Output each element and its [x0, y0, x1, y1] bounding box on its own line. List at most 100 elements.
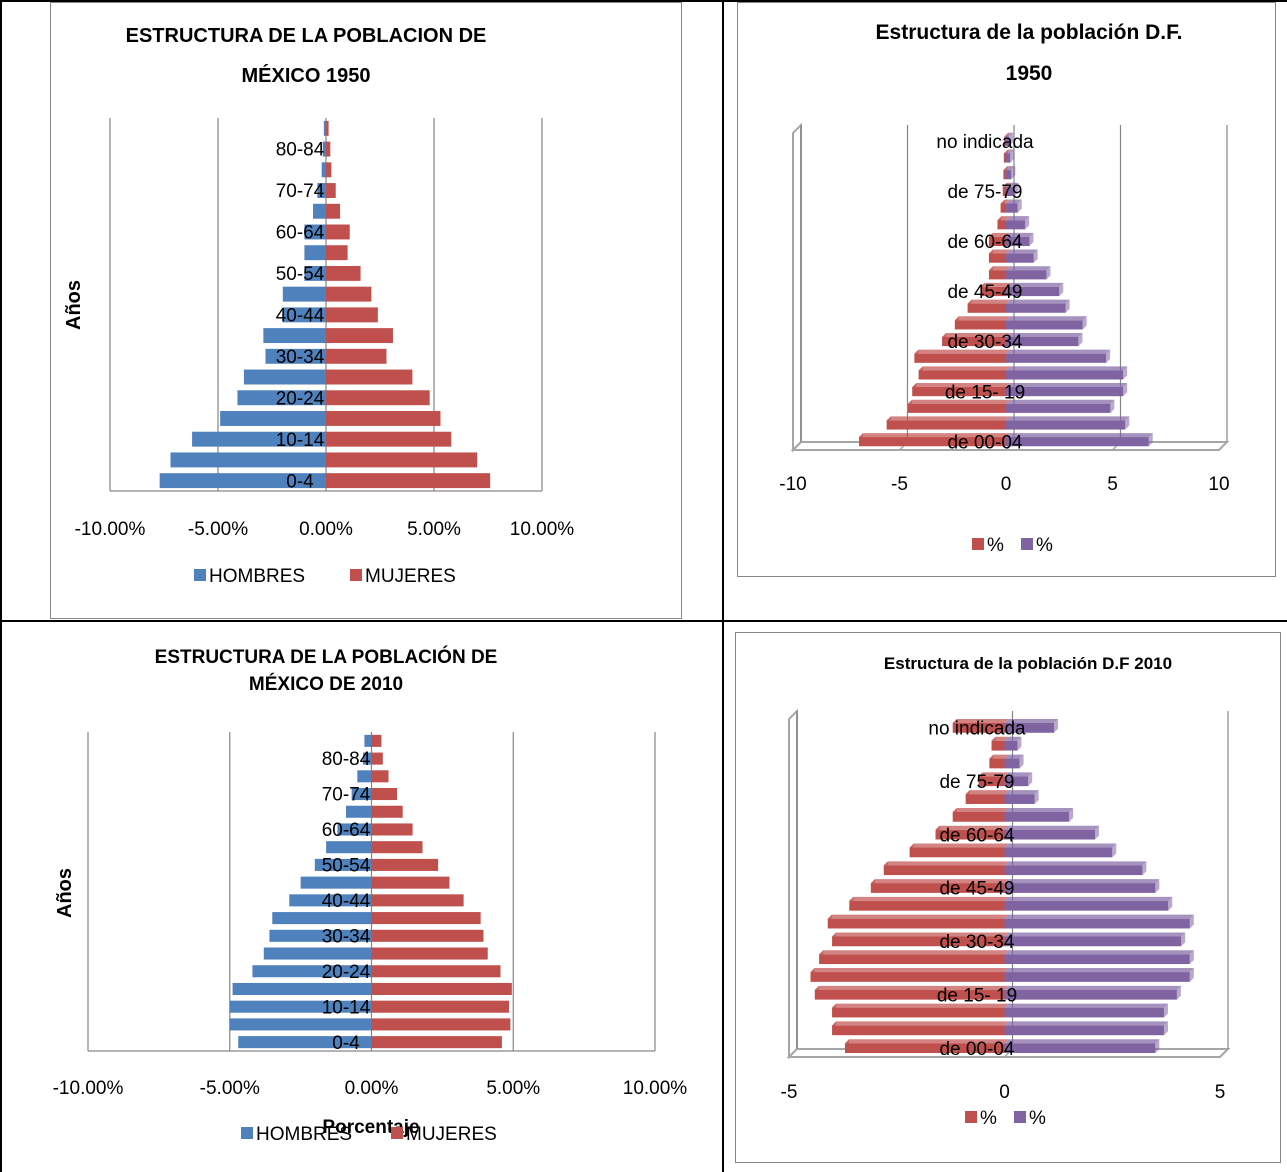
bar-end-face: [912, 383, 917, 397]
legend-label: MUJERES: [365, 566, 456, 587]
category-label: de 00-04: [939, 1039, 1014, 1060]
category-label: de 75-79: [939, 772, 1014, 793]
bar-end-face: [954, 316, 959, 330]
bar-end-face: [1106, 349, 1111, 363]
bar: [1006, 320, 1083, 330]
category-label: 60-64: [276, 223, 325, 244]
bar: [282, 286, 326, 302]
bar-top-face: [845, 1039, 1009, 1044]
bar: [326, 183, 336, 198]
bar-end-face: [1176, 985, 1181, 1000]
bar-top-face: [1006, 383, 1128, 388]
bar-end-face: [935, 825, 940, 840]
bar-top-face: [1006, 199, 1022, 204]
bar-top-face: [1004, 843, 1117, 848]
bar: [323, 120, 326, 136]
bar: [1004, 883, 1156, 893]
bar: [326, 841, 372, 854]
bar: [1006, 437, 1149, 447]
bar: [1004, 829, 1096, 840]
bar-end-face: [849, 896, 854, 911]
bar: [978, 776, 1005, 787]
x-tick-label: 10.00%: [623, 1078, 688, 1099]
category-label: 40-44: [276, 306, 325, 327]
bar: [322, 141, 326, 157]
bar-top-face: [1004, 1003, 1168, 1008]
legend-label: HOMBRES: [256, 1124, 352, 1145]
bar: [269, 929, 372, 942]
bar: [326, 473, 491, 489]
bar: [371, 1000, 509, 1013]
bar-top-face: [832, 1021, 1009, 1026]
bar-top-face: [988, 266, 1010, 271]
gridline-floor: [1219, 1048, 1229, 1058]
bar: [1006, 253, 1034, 263]
bar: [954, 320, 1006, 330]
bar: [1004, 918, 1190, 929]
bar: [326, 224, 350, 240]
bar: [832, 936, 1005, 947]
bar-end-face: [1065, 299, 1070, 313]
bar-top-face: [849, 896, 1009, 901]
bar-end-face: [1148, 433, 1153, 447]
legend-swatch: [194, 569, 206, 581]
bar: [321, 162, 326, 178]
bar-end-face: [952, 807, 957, 822]
bar-end-face: [908, 399, 913, 413]
bar: [1004, 989, 1177, 1000]
x-tick-label: -10.00%: [53, 1078, 124, 1099]
bar-top-face: [1004, 985, 1181, 990]
bar-end-face: [1123, 383, 1128, 397]
bar: [980, 286, 1006, 297]
bar: [326, 120, 329, 136]
bar: [1004, 936, 1182, 947]
bar: [1004, 740, 1018, 751]
category-label: de 60-64: [947, 232, 1022, 253]
bar-top-face: [989, 754, 1009, 759]
bar-top-face: [980, 282, 1010, 287]
bar: [314, 858, 372, 871]
legend-swatch: [241, 1127, 253, 1139]
bar: [988, 236, 1006, 247]
bar-top-face: [914, 349, 1010, 354]
bar: [371, 788, 398, 801]
bar-end-face: [1017, 736, 1022, 751]
bar-end-face: [859, 433, 864, 447]
bar-end-face: [845, 1039, 850, 1053]
category-label: de 30-34: [939, 932, 1014, 953]
bar: [220, 411, 326, 426]
bar: [371, 734, 382, 747]
bar-top-face: [1004, 932, 1186, 937]
bar-end-face: [886, 416, 891, 430]
bar-end-face: [1000, 199, 1005, 213]
category-label: 80-84: [276, 140, 325, 161]
bar: [326, 245, 348, 261]
bar: [371, 876, 450, 889]
bar: [192, 431, 326, 447]
bar-top-face: [1004, 772, 1033, 777]
x-tick-label: -5: [891, 474, 908, 495]
chart-title: Estructura de la población D.F 2010: [884, 654, 1172, 673]
bar-top-face: [1004, 968, 1194, 973]
bar: [935, 829, 1005, 840]
bar-top-face: [988, 232, 1010, 237]
chart-title: ESTRUCTURA DE LA POBLACION DE: [126, 25, 487, 47]
bar: [357, 770, 372, 783]
bar: [371, 912, 481, 925]
bar-end-face: [1078, 332, 1083, 347]
bar-top-face: [1006, 166, 1016, 171]
bar: [159, 473, 326, 489]
bar-end-face: [827, 914, 832, 929]
bar-top-face: [819, 950, 1009, 955]
category-label: de 15- 19: [945, 382, 1025, 403]
bar: [952, 811, 1005, 822]
y-axis-title: Años: [63, 280, 85, 330]
bar: [364, 734, 372, 747]
x-tick-label: 0: [999, 1082, 1010, 1103]
bar-top-face: [1004, 754, 1024, 759]
legend-swatch: [965, 1111, 977, 1123]
bar-top-face: [1006, 282, 1064, 287]
x-tick-label: 5: [1215, 1082, 1226, 1103]
bar: [967, 303, 1006, 313]
chart-title: ESTRUCTURA DE LA POBLACIÓN DE: [155, 646, 498, 668]
